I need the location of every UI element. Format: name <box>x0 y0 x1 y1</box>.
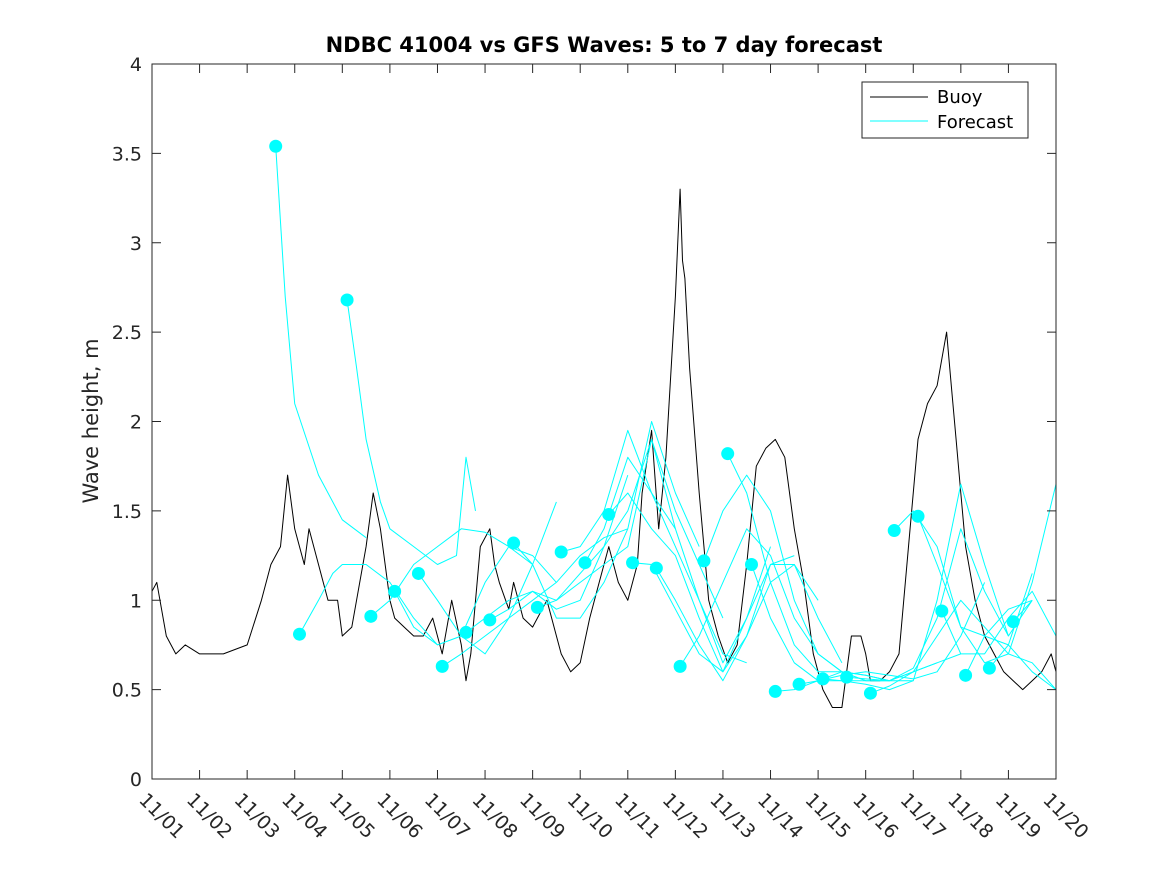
x-tick-label: 11/07 <box>420 789 474 843</box>
plot-area: 00.511.522.533.5411/0111/0211/0311/0411/… <box>112 54 1093 843</box>
forecast-start-marker-19 <box>721 447 735 461</box>
x-tick-label: 11/19 <box>991 789 1045 843</box>
forecast-start-marker-1 <box>269 139 283 153</box>
forecast-start-marker-6 <box>411 566 425 580</box>
forecast-start-marker-23 <box>816 672 830 686</box>
forecast-start-marker-22 <box>792 677 806 691</box>
x-tick-label: 11/04 <box>277 789 331 843</box>
forecast-series-line-9 <box>489 438 676 621</box>
y-tick-label: 2 <box>130 412 142 434</box>
forecast-start-marker-26 <box>887 524 901 538</box>
legend-box <box>861 81 1029 139</box>
x-tick-label: 11/17 <box>896 789 950 843</box>
axes-background <box>152 64 1056 779</box>
forecast-start-marker-10 <box>507 536 521 550</box>
x-tick-label: 11/08 <box>468 789 522 843</box>
series-layer <box>151 146 1057 708</box>
x-tick-label: 11/03 <box>230 789 284 843</box>
forecast-series-line-3 <box>346 299 476 565</box>
y-tick-label: 1 <box>130 590 142 612</box>
forecast-start-marker-15 <box>626 556 640 570</box>
forecast-start-marker-30 <box>982 661 996 675</box>
x-tick-label: 11/11 <box>610 789 664 843</box>
y-tick-label: 0 <box>130 769 142 791</box>
forecast-series-line-25 <box>870 483 1057 694</box>
forecast-start-marker-14 <box>602 507 616 521</box>
x-tick-label: 11/09 <box>515 789 569 843</box>
y-axis-label: Wave height, m <box>79 338 103 503</box>
x-tick-label: 11/12 <box>658 789 712 843</box>
forecast-start-marker-5 <box>388 584 402 598</box>
forecast-start-marker-21 <box>768 684 782 698</box>
forecast-start-marker-2 <box>292 627 306 641</box>
forecast-series-line-24 <box>846 528 1033 682</box>
forecast-start-marker-9 <box>483 613 497 627</box>
x-tick-label: 11/20 <box>1038 789 1092 843</box>
forecast-start-marker-28 <box>935 604 949 618</box>
x-tick-label: 11/10 <box>563 789 617 843</box>
forecast-start-marker-25 <box>863 686 877 700</box>
x-tick-label: 11/05 <box>325 789 379 843</box>
forecast-start-marker-17 <box>673 659 687 673</box>
y-tick-label: 1.5 <box>112 501 142 523</box>
x-tick-label: 11/18 <box>943 789 997 843</box>
forecast-series-line-29 <box>965 599 1033 676</box>
forecast-start-marker-7 <box>435 659 449 673</box>
forecast-series-line-28 <box>941 590 1057 655</box>
x-tick-label: 11/13 <box>705 789 759 843</box>
forecast-series-line-11 <box>537 438 724 619</box>
x-tick-label: 11/02 <box>182 789 236 843</box>
forecast-start-marker-20 <box>744 558 758 571</box>
forecast-start-marker-12 <box>554 545 568 559</box>
forecast-series-line-5 <box>394 546 557 646</box>
forecast-start-marker-18 <box>697 554 711 568</box>
forecast-series-line-14 <box>608 492 795 673</box>
y-tick-label: 2.5 <box>112 322 142 344</box>
marker-layer <box>269 139 1020 700</box>
legend-forecast-label: Forecast <box>937 112 1013 133</box>
forecast-start-marker-3 <box>340 293 354 307</box>
forecast-start-marker-29 <box>959 668 973 682</box>
x-tick-label: 11/14 <box>753 789 807 843</box>
legend-buoy-label: Buoy <box>937 87 983 108</box>
forecast-series-line-2 <box>299 564 438 646</box>
forecast-start-marker-16 <box>649 561 663 575</box>
forecast-start-marker-4 <box>364 609 378 623</box>
forecast-start-marker-24 <box>840 670 854 684</box>
y-tick-label: 3.5 <box>112 143 142 165</box>
forecast-start-marker-8 <box>459 625 473 639</box>
forecast-start-marker-27 <box>911 509 925 523</box>
forecast-start-marker-11 <box>530 600 544 614</box>
forecast-series-line-10 <box>513 421 700 619</box>
chart-title: NDBC 41004 vs GFS Waves: 5 to 7 day fore… <box>326 33 883 57</box>
forecast-series-line-1 <box>275 146 367 539</box>
y-tick-label: 4 <box>130 54 142 76</box>
forecast-start-marker-13 <box>578 556 592 570</box>
forecast-series-line-13 <box>584 456 771 664</box>
forecast-series-line-16 <box>655 564 843 682</box>
y-tick-label: 3 <box>130 233 142 255</box>
x-tick-label: 11/06 <box>372 789 426 843</box>
y-tick-label: 0.5 <box>112 680 142 702</box>
x-tick-label: 11/01 <box>134 789 188 843</box>
forecast-start-marker-31 <box>1006 615 1020 629</box>
legend: Buoy Forecast <box>861 81 1029 139</box>
x-tick-label: 11/16 <box>848 789 902 843</box>
x-tick-label: 11/15 <box>801 789 855 843</box>
forecast-series-line-30 <box>989 573 1033 669</box>
